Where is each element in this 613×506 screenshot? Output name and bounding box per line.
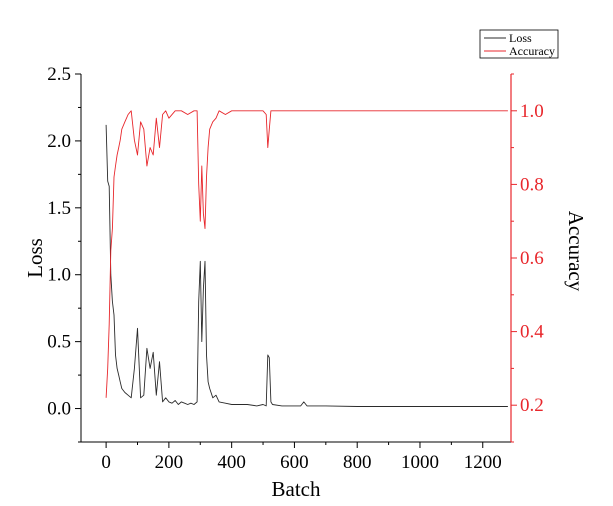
x-tick-label: 0 (101, 452, 111, 473)
x-tick-label: 600 (280, 452, 309, 473)
left-axis-ticks: 0.0 0.5 1.0 1.5 2.0 2.5 (47, 64, 81, 443)
x-axis-ticks: 0 200 400 600 800 1000 1200 (101, 442, 502, 473)
x-tick-label: 800 (343, 452, 372, 473)
y-right-tick-label: 0.8 (520, 174, 544, 195)
legend-label-accuracy: Accuracy (509, 44, 555, 58)
y-right-tick-label: 1.0 (520, 101, 544, 122)
x-tick-label: 400 (217, 452, 246, 473)
series-line-accuracy (105, 110, 508, 398)
left-axis-title: Loss (23, 238, 47, 278)
y-left-tick-label: 0.0 (47, 399, 71, 420)
x-tick-label: 1000 (401, 452, 439, 473)
y-left-tick-label: 1.5 (47, 198, 71, 219)
right-axis-ticks: 0.2 0.4 0.6 0.8 1.0 (511, 73, 544, 443)
series-line-loss (105, 124, 508, 407)
legend: Loss Accuracy (479, 29, 559, 59)
legend-box (479, 29, 559, 59)
y-right-tick-label: 0.2 (520, 395, 544, 416)
x-axis-title: Batch (272, 477, 321, 501)
y-left-tick-label: 0.5 (47, 332, 71, 353)
y-left-tick-label: 2.5 (47, 64, 71, 85)
legend-label-loss: Loss (509, 31, 532, 45)
x-tick-label: 200 (155, 452, 184, 473)
y-left-tick-label: 1.0 (47, 265, 71, 286)
y-right-tick-label: 0.6 (520, 248, 544, 269)
right-axis-title: Accuracy (564, 211, 588, 292)
x-tick-label: 1200 (464, 452, 502, 473)
y-right-tick-label: 0.4 (520, 322, 544, 343)
series-layer (105, 110, 508, 407)
y-left-tick-label: 2.0 (47, 131, 71, 152)
